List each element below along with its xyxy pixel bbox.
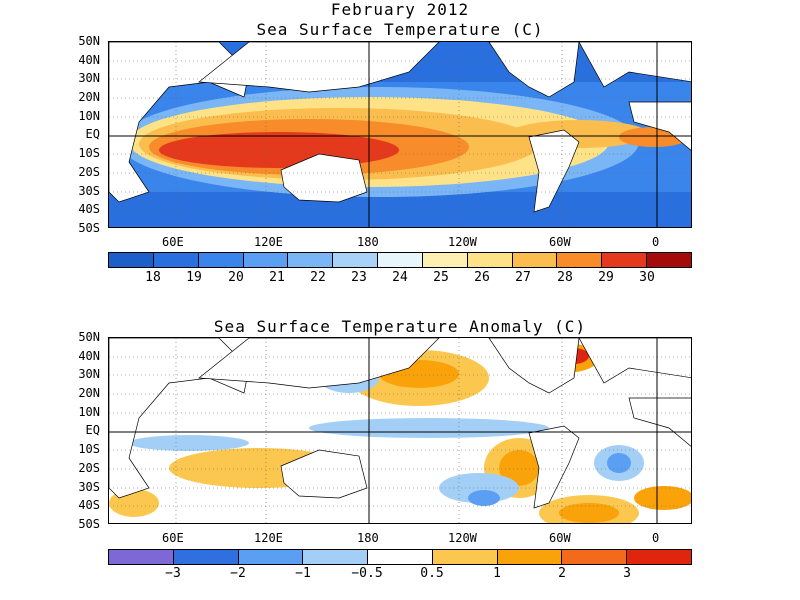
colorbar-label: 22 bbox=[310, 270, 326, 285]
colorbar-swatch bbox=[368, 550, 433, 564]
lat-label: 10S bbox=[78, 146, 100, 160]
colorbar-swatch bbox=[497, 550, 563, 564]
colorbar-swatch bbox=[562, 550, 628, 564]
colorbar-label: −0.5 bbox=[351, 566, 383, 581]
lat-label: 20N bbox=[78, 386, 100, 400]
lat-label: 20S bbox=[78, 165, 100, 179]
lat-label: 30N bbox=[78, 367, 100, 381]
lon-label: 120E bbox=[254, 235, 283, 249]
lat-label: 10S bbox=[78, 442, 100, 456]
colorbar-swatch bbox=[422, 253, 468, 267]
colorbar-swatch bbox=[303, 550, 369, 564]
lat-label: 40N bbox=[78, 53, 100, 67]
sst-colorbar bbox=[108, 252, 692, 268]
lat-label: 50N bbox=[78, 34, 100, 48]
lon-label: 60E bbox=[162, 235, 184, 249]
colorbar-swatch bbox=[109, 253, 154, 267]
colorbar-label: 2 bbox=[558, 566, 566, 581]
lon-label: 120W bbox=[448, 235, 477, 249]
lat-label: 10N bbox=[78, 109, 100, 123]
lat-label: 30S bbox=[78, 480, 100, 494]
sst-map bbox=[108, 41, 692, 228]
colorbar-swatch bbox=[198, 253, 244, 267]
colorbar-swatch bbox=[153, 253, 199, 267]
sst-panel-title: Sea Surface Temperature (C) bbox=[256, 20, 544, 39]
lon-label: 60W bbox=[549, 531, 571, 545]
colorbar-label: 21 bbox=[269, 270, 285, 285]
lat-label: 50S bbox=[78, 221, 100, 235]
anomaly-panel-title: Sea Surface Temperature Anomaly (C) bbox=[213, 317, 587, 336]
lon-label: 0 bbox=[652, 531, 660, 545]
colorbar-swatch bbox=[512, 253, 558, 267]
colorbar-label: −1 bbox=[295, 566, 311, 581]
lat-label: 40S bbox=[78, 202, 100, 216]
lat-label: EQ bbox=[85, 423, 100, 437]
colorbar-swatch bbox=[109, 550, 174, 564]
lat-label: 20N bbox=[78, 90, 100, 104]
lat-label: 40S bbox=[78, 498, 100, 512]
lon-label: 180 bbox=[357, 531, 379, 545]
lat-label: EQ bbox=[85, 127, 100, 141]
colorbar-label: 18 bbox=[145, 270, 161, 285]
colorbar-label: 19 bbox=[186, 270, 202, 285]
sst-anomaly-map bbox=[108, 337, 692, 524]
lat-label: 10N bbox=[78, 405, 100, 419]
colorbar-label: 30 bbox=[639, 270, 655, 285]
colorbar-label: 24 bbox=[392, 270, 408, 285]
lon-label: 120E bbox=[254, 531, 283, 545]
colorbar-swatch bbox=[378, 253, 423, 267]
lon-label: 120W bbox=[448, 531, 477, 545]
lat-label: 40N bbox=[78, 349, 100, 363]
date-title: February 2012 bbox=[330, 0, 470, 19]
colorbar-swatch bbox=[238, 550, 304, 564]
lon-label: 0 bbox=[652, 235, 660, 249]
lat-label: 50S bbox=[78, 517, 100, 531]
lat-label: 50N bbox=[78, 330, 100, 344]
colorbar-label: −3 bbox=[165, 566, 181, 581]
anomaly-colorbar bbox=[108, 549, 692, 565]
colorbar-swatch bbox=[557, 253, 603, 267]
colorbar-label: −2 bbox=[230, 566, 246, 581]
colorbar-label: 28 bbox=[557, 270, 573, 285]
colorbar-label: 26 bbox=[474, 270, 490, 285]
lon-label: 60E bbox=[162, 531, 184, 545]
colorbar-label: 27 bbox=[515, 270, 531, 285]
colorbar-label: 1 bbox=[493, 566, 501, 581]
colorbar-label: 29 bbox=[598, 270, 614, 285]
colorbar-swatch bbox=[432, 550, 498, 564]
colorbar-label: 23 bbox=[351, 270, 367, 285]
colorbar-label: 0.5 bbox=[420, 566, 444, 581]
lat-label: 20S bbox=[78, 461, 100, 475]
colorbar-swatch bbox=[647, 253, 691, 267]
colorbar-swatch bbox=[467, 253, 513, 267]
colorbar-label: 3 bbox=[623, 566, 631, 581]
colorbar-swatch bbox=[173, 550, 239, 564]
colorbar-label: 20 bbox=[228, 270, 244, 285]
colorbar-swatch bbox=[288, 253, 334, 267]
lon-label: 180 bbox=[357, 235, 379, 249]
lat-label: 30N bbox=[78, 71, 100, 85]
colorbar-swatch bbox=[333, 253, 379, 267]
colorbar-swatch bbox=[627, 550, 692, 564]
lon-label: 60W bbox=[549, 235, 571, 249]
lat-label: 30S bbox=[78, 184, 100, 198]
colorbar-swatch bbox=[243, 253, 289, 267]
colorbar-label: 25 bbox=[433, 270, 449, 285]
colorbar-swatch bbox=[602, 253, 648, 267]
